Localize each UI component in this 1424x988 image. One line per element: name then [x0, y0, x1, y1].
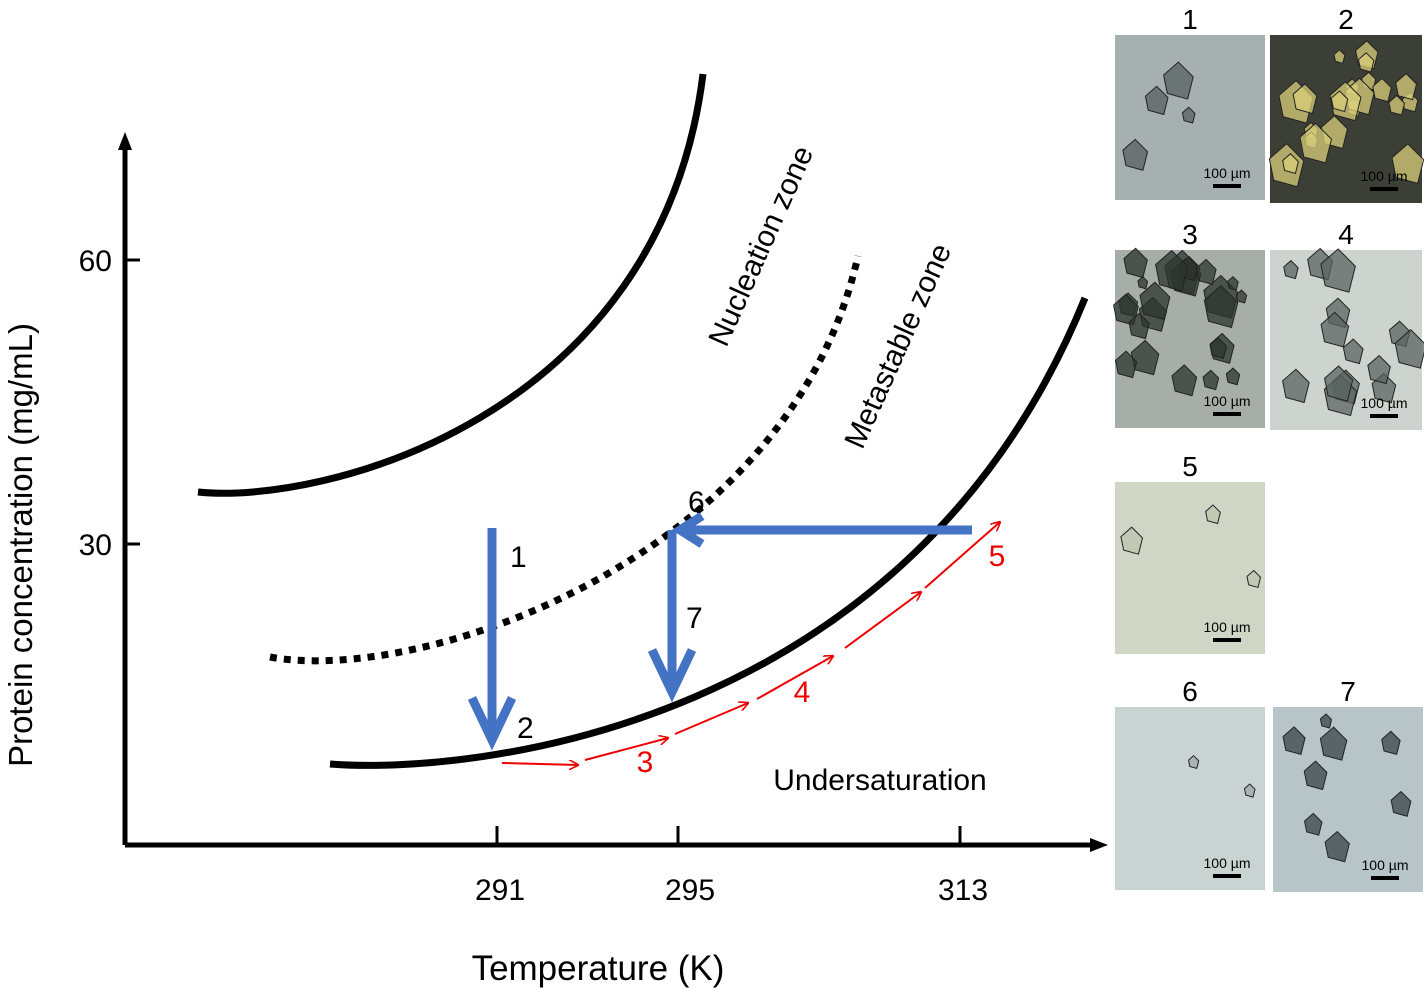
crystal [1330, 90, 1349, 113]
scale-label: 100 µm [1204, 855, 1251, 871]
crystal [1320, 248, 1356, 293]
micrograph-label: 4 [1338, 219, 1354, 250]
crystal [1324, 365, 1354, 402]
crystal [1246, 569, 1262, 589]
scale-label: 100 µm [1362, 857, 1409, 873]
crystal [1181, 106, 1196, 124]
scale-label: 100 µm [1361, 168, 1408, 184]
crystal [1235, 289, 1248, 304]
micrograph [1115, 482, 1265, 654]
crystal [1342, 338, 1364, 365]
scale-label: 100 µm [1204, 393, 1251, 409]
crystal [1372, 77, 1392, 103]
y-tick-label: 60 [79, 245, 112, 278]
crystal [1187, 754, 1200, 769]
step-label: 6 [688, 486, 705, 519]
crystal [1128, 312, 1150, 340]
red-arrows [501, 522, 1000, 765]
crystal [1324, 830, 1350, 863]
crystal [1195, 258, 1217, 285]
x-tick-label: 291 [475, 874, 525, 907]
crystal [1123, 247, 1148, 279]
crystal [1390, 790, 1412, 817]
step-label: 1 [510, 541, 527, 574]
crystal [1292, 83, 1318, 115]
crystal [1282, 368, 1310, 404]
zone-label: Nucleation zone [702, 141, 820, 351]
crystal [1205, 504, 1221, 525]
crystal [1388, 94, 1406, 116]
crystal [1319, 713, 1333, 729]
y-axis-label: Protein concentration (mg/mL) [2, 323, 39, 767]
crystal [1144, 85, 1169, 116]
crystal [1130, 339, 1160, 376]
zone-label: Undersaturation [773, 764, 986, 797]
crystal [1391, 143, 1424, 185]
crystal [1357, 52, 1375, 73]
crystal [1113, 293, 1139, 326]
crystal [1122, 138, 1149, 171]
curves [197, 73, 1089, 769]
crystal [1163, 61, 1194, 100]
micrograph-label: 7 [1340, 676, 1356, 707]
crystal [1137, 276, 1149, 290]
crystal [1243, 783, 1256, 798]
step-label: 5 [989, 540, 1006, 573]
crystal [1367, 354, 1391, 385]
scale-label: 100 µm [1204, 619, 1251, 635]
x-arrow [1090, 838, 1108, 852]
crystal [1209, 337, 1227, 360]
step-label: 4 [794, 676, 811, 709]
scale-label: 100 µm [1204, 165, 1251, 181]
crystal [1381, 730, 1401, 755]
micrograph-label: 3 [1182, 219, 1198, 250]
x-axis-label: Temperature (K) [472, 949, 725, 988]
crystal [1227, 275, 1239, 291]
crystal [1171, 364, 1198, 397]
crystal [1202, 369, 1220, 391]
axes [122, 145, 1095, 848]
crystal [1320, 311, 1350, 348]
y-tick-label: 30 [79, 529, 112, 562]
micrograph-label: 1 [1182, 4, 1198, 35]
micrograph-label: 2 [1338, 4, 1354, 35]
crystal [1395, 72, 1418, 101]
ticks [125, 258, 962, 845]
scale-label: 100 µm [1361, 395, 1408, 411]
crystal [1283, 259, 1299, 280]
x-tick-label: 295 [665, 874, 715, 907]
y-arrow [118, 132, 132, 150]
zone-label: Metastable zone [838, 239, 958, 454]
crystal [1139, 281, 1171, 321]
micrograph-label: 6 [1182, 676, 1198, 707]
crystal [1120, 526, 1144, 555]
micrograph-label: 5 [1182, 451, 1198, 482]
crystal [1155, 249, 1189, 292]
crystal [1303, 760, 1328, 791]
step-label: 3 [637, 746, 654, 779]
blue-arrows [467, 512, 972, 751]
crystal [1282, 153, 1299, 174]
crystal [1299, 122, 1333, 164]
crystal [1225, 367, 1241, 386]
x-tick-label: 313 [938, 874, 988, 907]
step-label: 7 [686, 602, 703, 635]
crystal [1203, 285, 1239, 329]
micrograph [1115, 707, 1265, 890]
crystal [1319, 726, 1348, 761]
crystal [1304, 812, 1323, 836]
step-label: 2 [517, 712, 534, 745]
crystal [1333, 49, 1346, 64]
crystal [1282, 726, 1306, 756]
crystal [1114, 350, 1138, 379]
micrographs: 1 100 µm 2 100 µm 3 100 µm 4 100 µm 5 100 µm 6 100 … [1113, 4, 1424, 892]
